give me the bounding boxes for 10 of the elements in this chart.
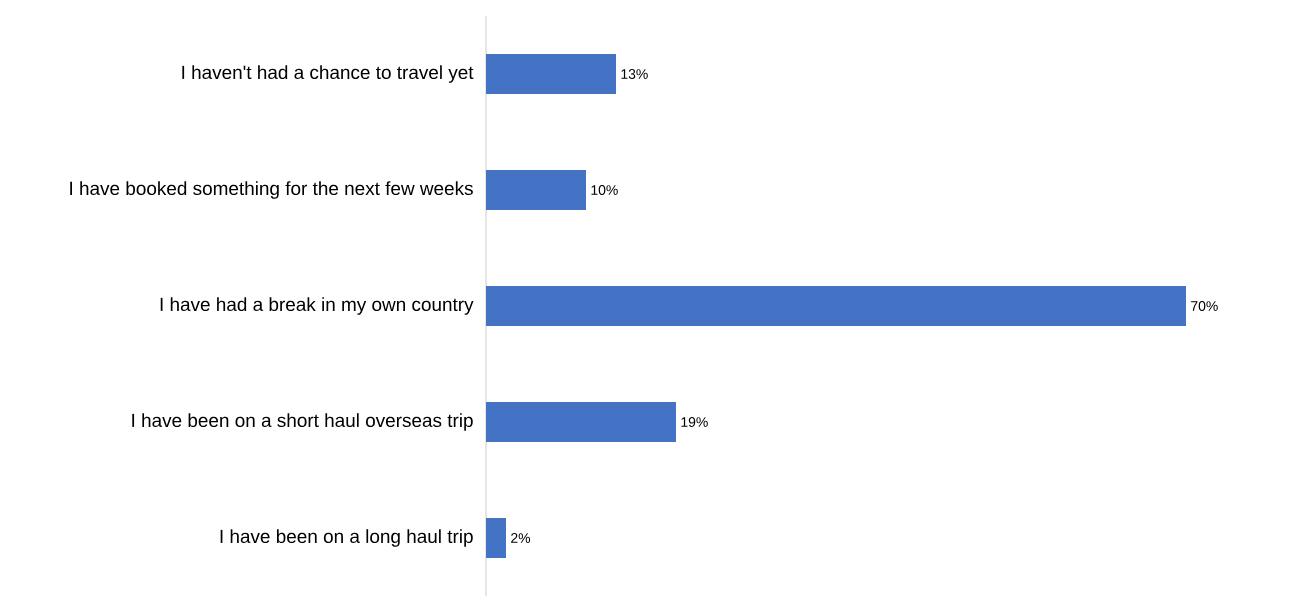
bar — [486, 402, 676, 443]
y-tick-label: I have been on a long haul trip — [220, 529, 473, 547]
bar — [486, 170, 586, 211]
y-tick-label: I have booked something for the next few weeks — [70, 181, 473, 199]
y-tick-label: I haven't had a chance to travel yet — [182, 65, 474, 83]
bar — [486, 286, 1186, 327]
y-tick-label: I have had a break in my own country — [160, 297, 474, 315]
bar — [486, 54, 616, 95]
bar — [486, 518, 506, 559]
y-tick-label: I have been on a short haul overseas trip — [132, 413, 473, 431]
